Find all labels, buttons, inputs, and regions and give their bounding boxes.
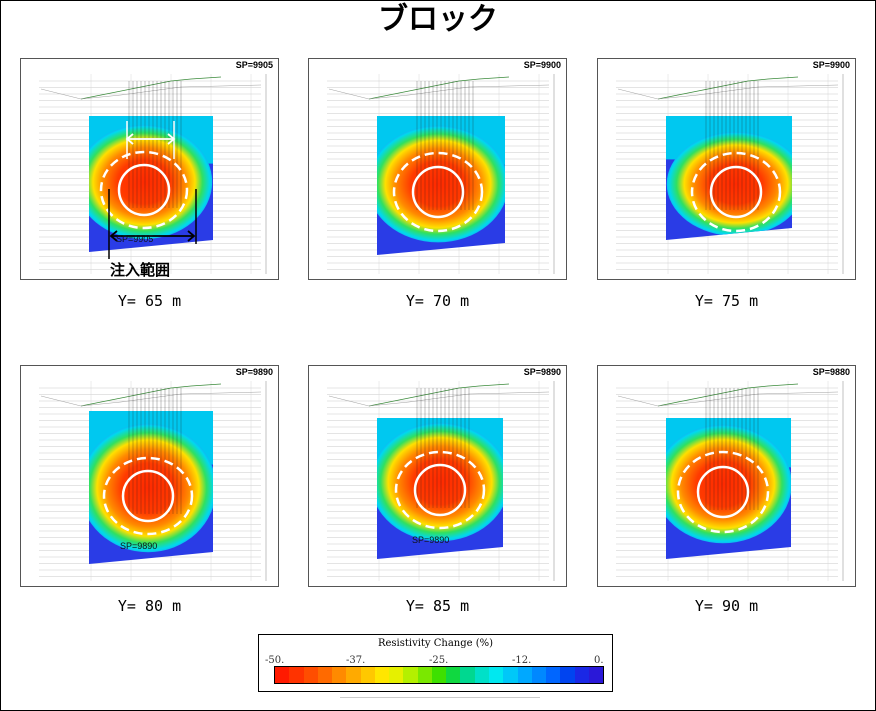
legend-swatch [389,667,404,683]
resistivity-section [327,381,555,581]
legend-swatch [374,667,390,683]
resistivity-section [39,381,267,581]
panel-sp-label: SP=9890 [523,367,561,377]
legend-color-bar [274,666,604,684]
panel-y85: SP=9890 SP=9890 [308,365,567,587]
injection-range-label: 注入範囲 [110,261,171,279]
panel-sp-label: SP=9890 [235,367,273,377]
figure-title: ブロック [378,2,498,37]
plume-sp-label: SP=9890 [120,541,158,551]
legend-tick: 0. [594,655,604,666]
panel-y-label: Y= 85 m [405,597,470,615]
legend-tick: -12. [512,655,532,666]
panel-y90: SP=9880 [597,365,856,587]
legend-swatch [588,667,604,683]
panel-y-label: Y= 75 m [694,292,759,310]
panel-y75: SP=9900 [597,58,856,280]
legend-swatch [574,667,589,683]
divider [340,697,540,698]
panel-y65: SP=9905 SP=9905 [20,58,279,280]
panel-sp-label: SP=9905 [235,60,273,70]
legend-swatch [346,667,361,683]
legend-swatch [531,667,547,683]
legend-tick: -50. [265,655,285,666]
legend-swatch [403,667,418,683]
legend-swatch [503,667,518,683]
legend-swatch [275,667,290,683]
panel-sp-label: SP=9900 [523,60,561,70]
legend-title: Resistivity Change (%) [377,638,494,649]
legend-swatch [431,667,447,683]
legend-swatch [446,667,461,683]
panel-sp-label: SP=9900 [812,60,850,70]
legend-swatch [360,667,375,683]
panel-sp-label: SP=9880 [812,367,850,377]
legend-swatch [546,667,561,683]
legend-swatch [317,667,333,683]
panel-y80: SP=9890 SP=9890 [20,365,279,587]
legend-swatch [460,667,475,683]
plume-sp-label: SP=9905 [116,234,154,244]
legend-swatch [474,667,489,683]
plume-sp-label: SP=9890 [412,535,450,545]
resistivity-section [616,381,844,581]
legend-swatch [289,667,304,683]
legend-tick: -37. [346,655,366,666]
panel-y-label: Y= 65 m [117,292,182,310]
legend-swatch [332,667,347,683]
legend-swatch [517,667,532,683]
legend-swatch [560,667,575,683]
panel-y-label: Y= 70 m [405,292,470,310]
panel-y-label: Y= 80 m [117,597,182,615]
legend-swatch [303,667,318,683]
legend-swatch [488,667,504,683]
resistivity-section [39,74,267,274]
legend-tick: -25. [429,655,449,666]
legend-swatch [417,667,432,683]
resistivity-section [327,74,555,274]
panel-y70: SP=9900 [308,58,567,280]
resistivity-section [616,74,844,274]
color-legend: Resistivity Change (%) -50. -37. -25. -1… [258,634,613,692]
panel-y-label: Y= 90 m [694,597,759,615]
